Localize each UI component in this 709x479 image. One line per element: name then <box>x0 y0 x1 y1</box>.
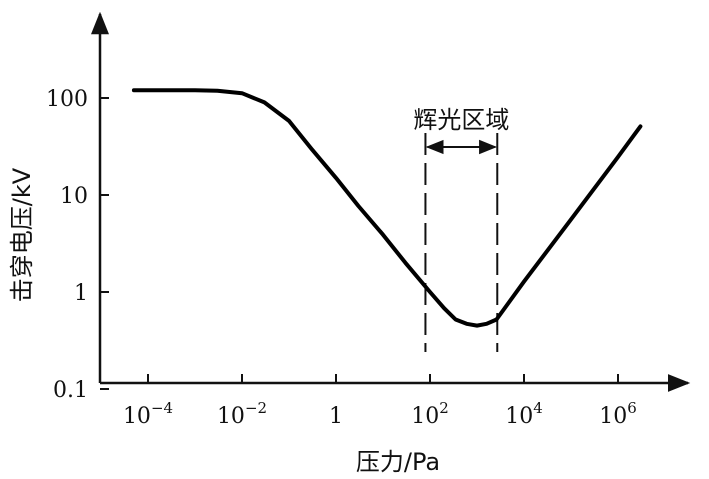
annotation-layer: 辉光区域 <box>413 106 509 352</box>
ticks-layer: 10−4 10−2 1 102 104 106 0.1 1 10 100 <box>46 87 637 429</box>
x-tick-label: 102 <box>411 399 449 429</box>
y-tick-label: 100 <box>46 87 88 112</box>
x-tick-label: 10−4 <box>123 399 173 429</box>
glow-region-label: 辉光区域 <box>413 106 509 134</box>
y-axis-label: 击穿电压/kV <box>8 167 36 302</box>
x-tick-label: 104 <box>505 399 543 429</box>
y-tick-label: 10 <box>60 184 88 209</box>
series-layer <box>131 88 643 328</box>
breakdown-voltage-curve <box>131 88 643 328</box>
x-tick-label: 10−2 <box>217 399 267 429</box>
axes-layer <box>91 11 691 392</box>
y-tick-label: 1 <box>74 281 88 306</box>
y-tick-label: 0.1 <box>53 378 88 403</box>
x-tick-label: 1 <box>329 404 343 429</box>
x-axis-label: 压力/Pa <box>356 448 440 476</box>
x-tick-label: 106 <box>599 399 637 429</box>
